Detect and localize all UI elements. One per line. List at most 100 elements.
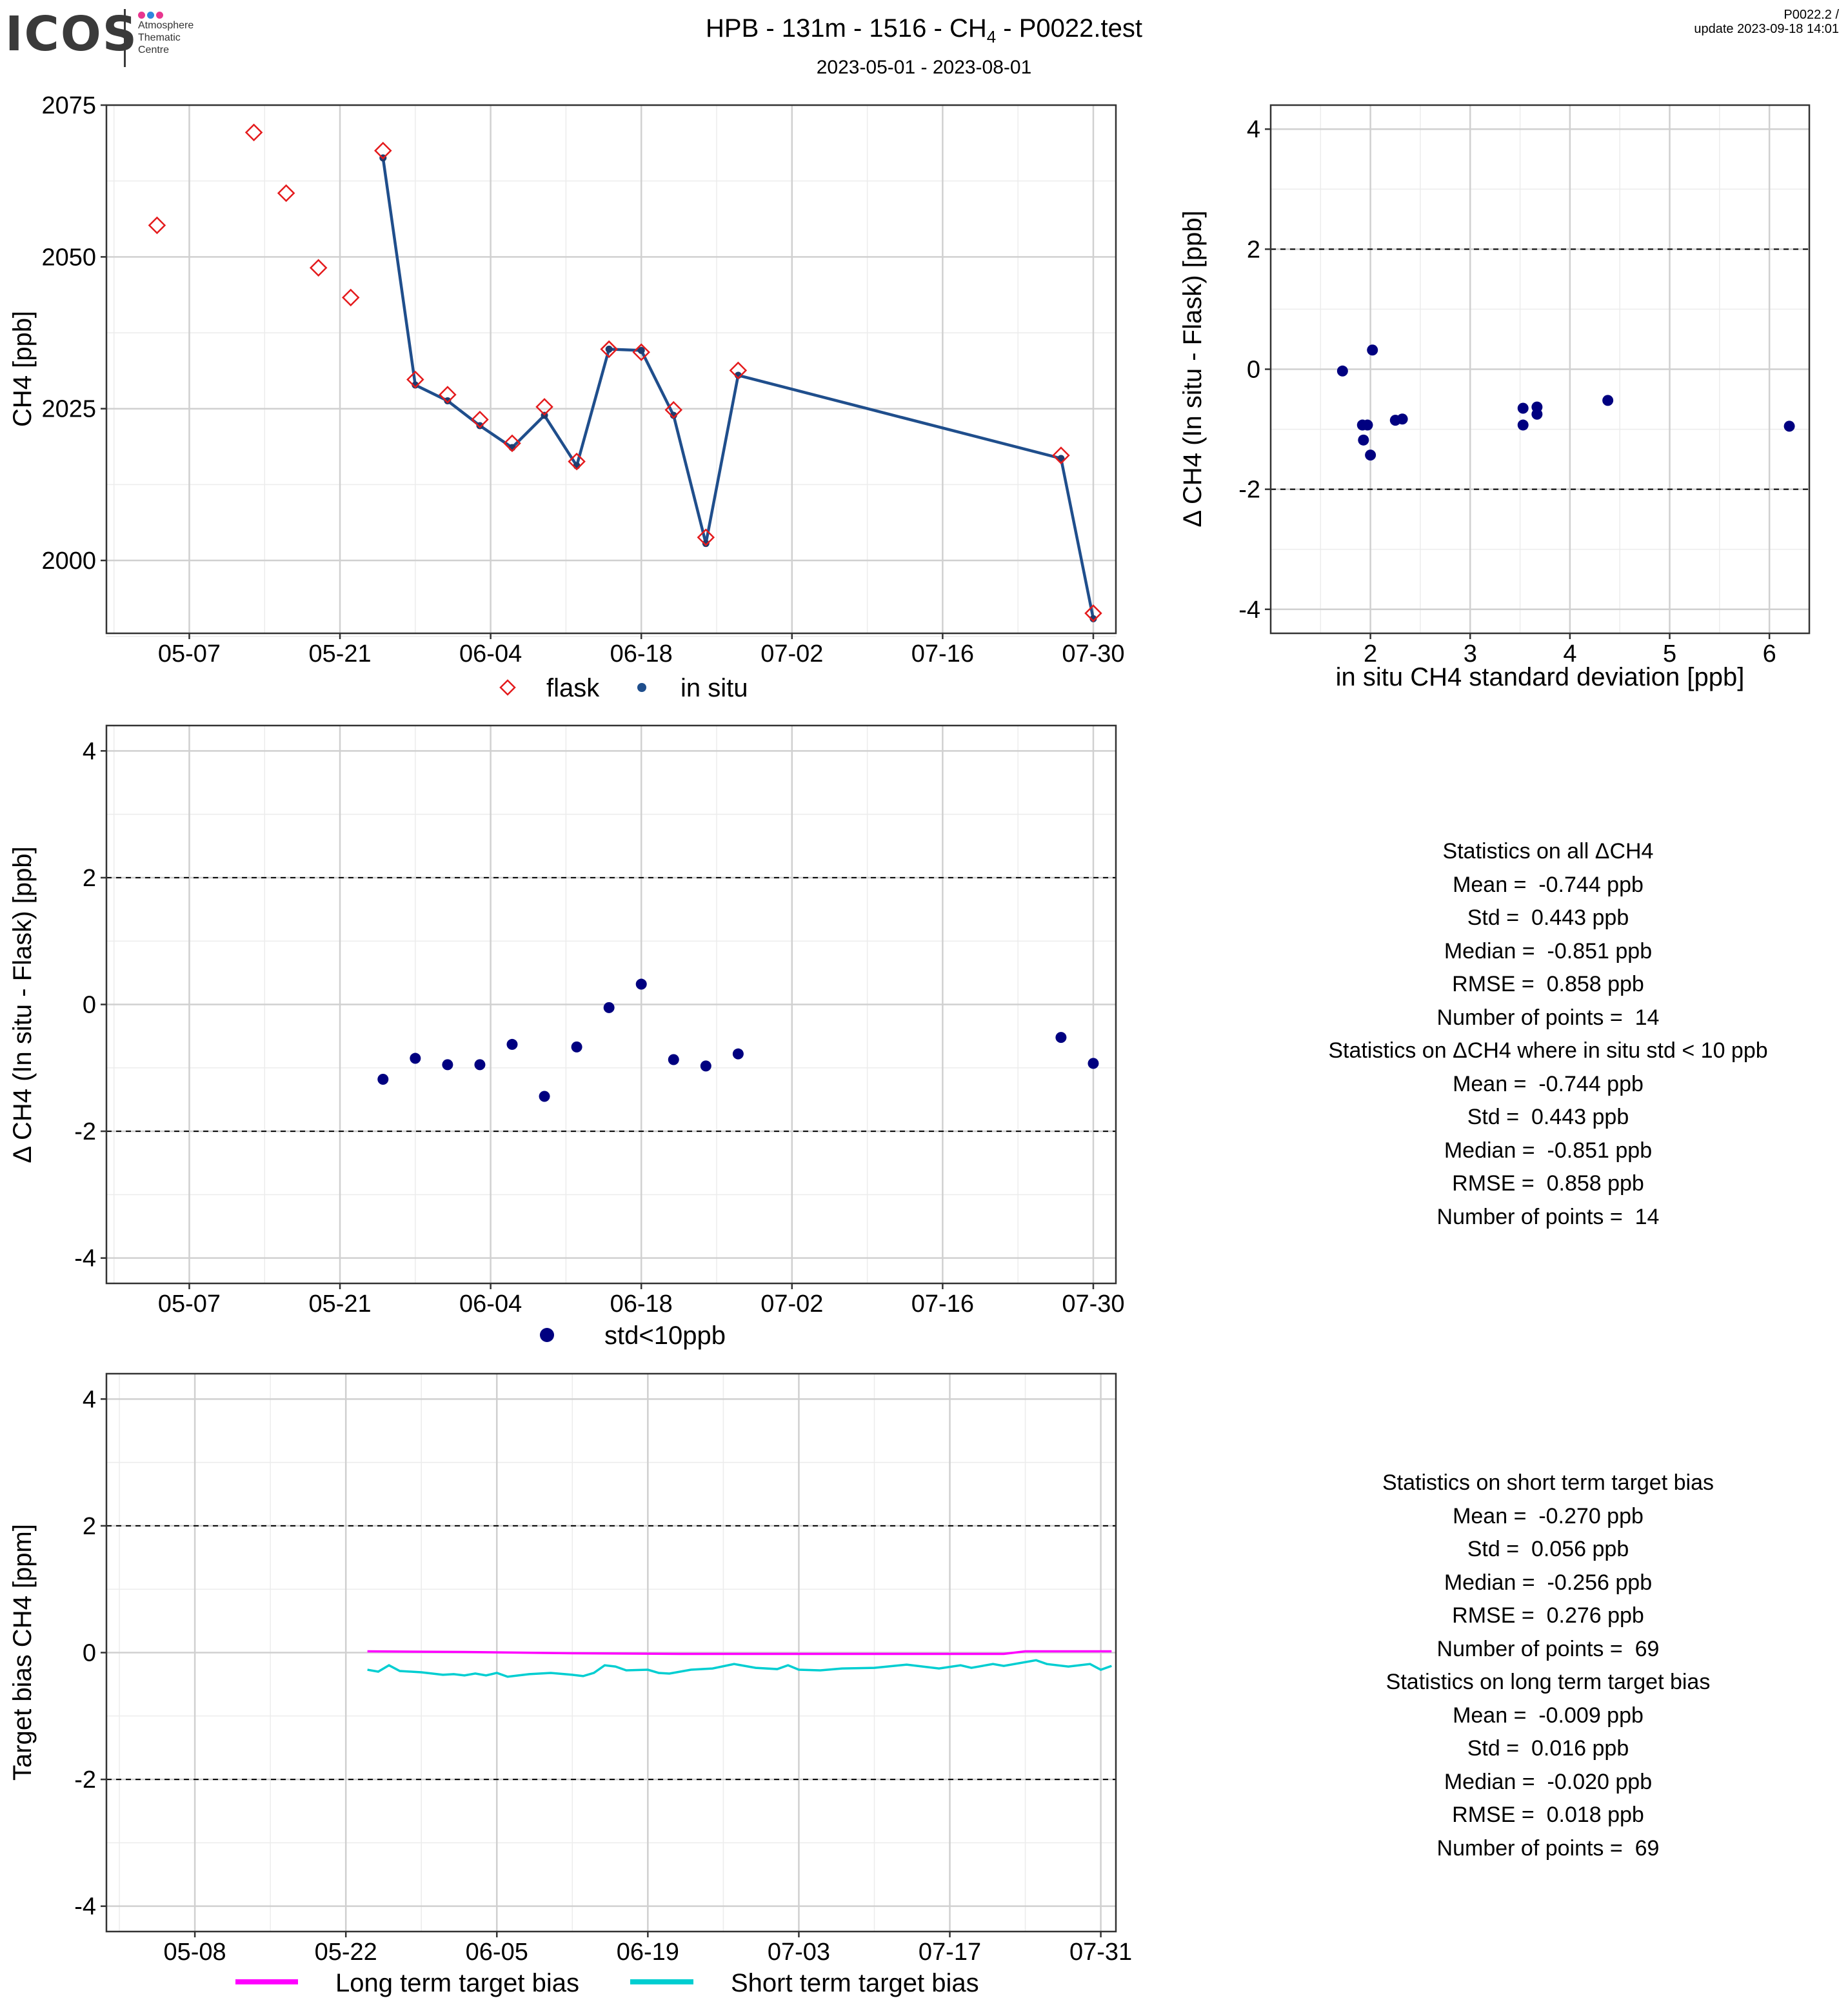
x-tick-label: 06-18 xyxy=(610,640,673,667)
stats-line: Mean = -0.744 ppb xyxy=(1453,872,1644,897)
delta-point xyxy=(700,1060,711,1072)
stats-line: RMSE = 0.276 ppb xyxy=(1452,1603,1644,1628)
x-tick-label: 4 xyxy=(1563,640,1576,667)
logo-sub-line: Centre xyxy=(138,44,170,55)
delta-point xyxy=(410,1053,421,1064)
stats-line: Median = -0.851 ppb xyxy=(1444,938,1653,964)
std-scatter-point xyxy=(1517,402,1529,414)
flask-point xyxy=(632,343,650,361)
delta-point xyxy=(539,1091,550,1102)
legend-insitu-key xyxy=(637,683,646,692)
delta-point xyxy=(1088,1058,1099,1069)
legend-insitu-label: in situ xyxy=(681,674,748,702)
version-label: P0022.2 / xyxy=(1783,8,1839,22)
std-scatter-point xyxy=(1358,434,1369,446)
flask-point xyxy=(503,434,521,453)
y-tick-label: 2075 xyxy=(41,92,96,119)
stats-line: Statistics on long term target bias xyxy=(1386,1670,1711,1694)
x-tick-label: 07-17 xyxy=(919,1939,981,1966)
stats-line: Number of points = 14 xyxy=(1436,1204,1660,1229)
delta-point xyxy=(732,1048,744,1060)
stats-line: RMSE = 0.018 ppb xyxy=(1452,1803,1644,1827)
flask-point xyxy=(697,528,715,547)
y-tick-label: 4 xyxy=(1247,116,1260,143)
title-post: - P0022.test xyxy=(996,14,1142,43)
x-tick-label: 07-31 xyxy=(1069,1939,1132,1966)
x-tick-label: 2 xyxy=(1364,640,1377,667)
std-scatter-point xyxy=(1365,450,1376,461)
flask-point xyxy=(341,288,360,307)
logo-dot xyxy=(138,12,145,19)
x-axis-label: in situ CH4 standard deviation [ppb] xyxy=(1336,663,1745,691)
stats-line: Statistics on ΔCH4 where in situ std < 1… xyxy=(1328,1038,1768,1063)
stats-line: Std = 0.443 ppb xyxy=(1467,905,1629,930)
insitu-point xyxy=(412,381,419,389)
y-tick-label: 2 xyxy=(83,865,96,892)
y-tick-label: -2 xyxy=(74,1766,96,1794)
icos-logo: ICOS xyxy=(5,6,139,62)
x-tick-label: 07-16 xyxy=(911,1290,974,1318)
std-scatter-point xyxy=(1531,408,1543,420)
y-axis-label: Target bias CH4 [ppm] xyxy=(8,1524,37,1781)
flask-point xyxy=(309,259,328,277)
y-axis-label: CH4 [ppb] xyxy=(8,311,37,427)
std-scatter-point xyxy=(1367,344,1378,356)
y-tick-label: -2 xyxy=(74,1118,96,1145)
x-tick-label: 05-21 xyxy=(308,640,371,667)
y-axis-label: Δ CH4 (In situ - Flask) [ppb] xyxy=(1178,210,1207,527)
std-scatter-point xyxy=(1396,413,1408,425)
x-tick-label: 07-03 xyxy=(768,1939,830,1966)
legend-std-label: std<10ppb xyxy=(604,1321,726,1350)
x-tick-label: 07-02 xyxy=(760,640,823,667)
x-tick-label: 05-08 xyxy=(164,1939,226,1966)
title-pre: HPB - 131m - 1516 - CH xyxy=(706,14,987,43)
insitu-point xyxy=(476,422,484,430)
stats-line: Number of points = 69 xyxy=(1436,1636,1660,1661)
y-tick-label: 2050 xyxy=(41,244,96,271)
y-tick-label: 2 xyxy=(1247,236,1260,263)
logo-sub-line: Thematic xyxy=(138,32,181,43)
std-scatter-point xyxy=(1517,419,1529,431)
date-range: 2023-05-01 - 2023-08-01 xyxy=(816,57,1032,78)
insitu-point xyxy=(1057,455,1065,462)
delta-point xyxy=(668,1054,679,1065)
stats-line: Mean = -0.744 ppb xyxy=(1453,1071,1644,1096)
logo-divider xyxy=(124,9,126,67)
y-tick-label: 2000 xyxy=(41,548,96,575)
stats-line: Median = -0.256 ppb xyxy=(1444,1570,1653,1595)
insitu-point xyxy=(637,346,645,354)
delta-point xyxy=(635,978,647,990)
logo-subtitle: Atmosphere Thematic Centre xyxy=(138,19,228,56)
y-tick-label: -4 xyxy=(1238,597,1260,624)
short-term-bias-line xyxy=(367,1659,1112,1678)
x-tick-label: 06-05 xyxy=(466,1939,528,1966)
stats-line: Statistics on all ΔCH4 xyxy=(1442,839,1654,864)
x-tick-label: 07-30 xyxy=(1062,1290,1124,1318)
x-tick-label: 05-07 xyxy=(158,640,221,667)
delta-point xyxy=(442,1059,453,1071)
x-tick-label: 07-30 xyxy=(1062,640,1124,667)
delta-point xyxy=(571,1041,582,1053)
x-tick-label: 06-04 xyxy=(459,1290,522,1318)
y-tick-label: 2025 xyxy=(41,396,96,423)
stats-line: RMSE = 0.858 ppb xyxy=(1452,972,1644,996)
target-stats: Statistics on short term target bias Mea… xyxy=(1226,1467,1848,1865)
stats-line: Number of points = 69 xyxy=(1436,1835,1660,1861)
x-tick-label: 05-22 xyxy=(315,1939,377,1966)
y-tick-label: -2 xyxy=(1238,477,1260,504)
stats-line: Median = -0.020 ppb xyxy=(1444,1769,1653,1794)
insitu-point xyxy=(1089,615,1097,622)
flask-point xyxy=(439,386,457,404)
flask-point xyxy=(535,398,553,416)
x-tick-label: 06-04 xyxy=(459,640,522,667)
x-tick-label: 05-07 xyxy=(158,1290,221,1318)
y-tick-label: 2 xyxy=(83,1513,96,1540)
flask-point xyxy=(374,141,392,160)
panel-border xyxy=(105,104,1117,635)
long-term-bias-line xyxy=(367,1650,1112,1656)
std-scatter-point xyxy=(1336,365,1348,377)
flask-point xyxy=(600,340,618,359)
insitu-point xyxy=(702,540,710,548)
legend-short-term-label: Short term target bias xyxy=(731,1969,979,1997)
